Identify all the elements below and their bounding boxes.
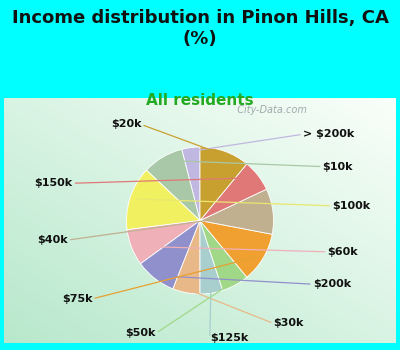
Text: $40k: $40k [37,235,68,245]
Wedge shape [200,189,274,234]
Wedge shape [146,149,200,220]
Wedge shape [173,220,200,294]
Text: $50k: $50k [126,328,156,338]
Text: $150k: $150k [34,178,73,188]
Wedge shape [126,170,200,230]
Wedge shape [200,220,223,294]
Wedge shape [182,147,200,220]
Text: $200k: $200k [313,279,351,289]
Text: $125k: $125k [210,333,248,343]
Text: $100k: $100k [332,201,370,211]
Text: $60k: $60k [327,247,358,257]
Text: $20k: $20k [111,119,141,130]
Wedge shape [200,147,247,220]
Text: $10k: $10k [322,162,353,172]
Text: > $200k: > $200k [303,129,354,139]
Text: $30k: $30k [274,318,304,328]
Wedge shape [200,220,272,277]
Text: All residents: All residents [146,93,254,108]
Wedge shape [200,164,266,220]
Text: City-Data.com: City-Data.com [231,105,307,116]
Text: $75k: $75k [62,294,92,304]
Wedge shape [127,220,200,264]
Wedge shape [140,220,200,289]
Wedge shape [200,220,247,290]
Text: Income distribution in Pinon Hills, CA
(%): Income distribution in Pinon Hills, CA (… [12,9,388,48]
